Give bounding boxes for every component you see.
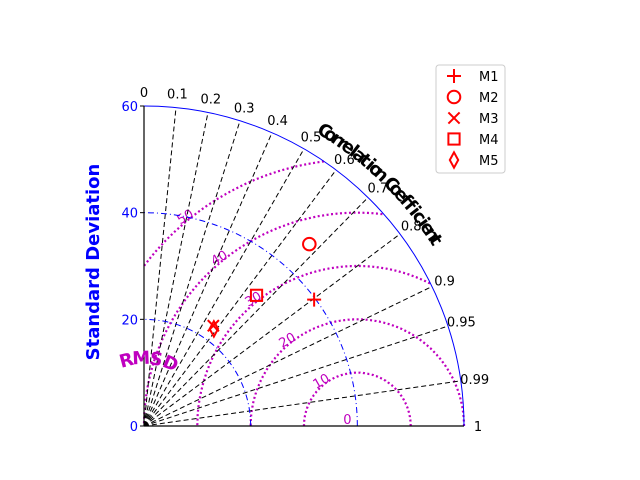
correlation-gridline <box>143 197 369 427</box>
rms-contour-label: 30 <box>243 289 265 310</box>
correlation-tick-label: 1 <box>474 420 482 435</box>
marker-stroke <box>447 132 461 146</box>
legend-marker <box>447 132 461 146</box>
marker-m4 <box>249 288 264 302</box>
correlation-gridline <box>143 325 449 427</box>
sd-gridline-arc <box>143 318 252 427</box>
label-char: S <box>148 348 165 371</box>
correlation-gridline <box>143 380 461 427</box>
label-char: R <box>117 349 136 373</box>
correlation-tick-label: 0.6 <box>334 153 355 168</box>
correlation-tick-label: 0.7 <box>367 181 388 196</box>
marker-stroke <box>208 319 220 339</box>
correlation-tick-label: 0.4 <box>267 114 288 129</box>
rms-zero-label: 0 <box>343 413 351 428</box>
correlation-tick-label: 0.3 <box>234 101 255 116</box>
correlation-gridline <box>143 286 433 427</box>
rms-contour-label: 40 <box>209 248 231 269</box>
marker-stroke <box>446 89 462 105</box>
legend-entry-label: M1 <box>479 70 499 85</box>
legend-entry-label: M2 <box>479 91 499 106</box>
correlation-tick-label: 0.5 <box>301 131 322 146</box>
rms-contour <box>143 160 325 267</box>
correlation-tick-label: 0.8 <box>401 220 422 235</box>
correlation-tick-label: 0.2 <box>200 93 221 108</box>
legend-marker <box>446 89 462 105</box>
rms-contour <box>249 318 466 426</box>
correlation-tick-label: 0.9 <box>434 274 455 289</box>
correlation-gridline <box>143 148 305 427</box>
marker-stroke <box>249 288 264 302</box>
legend-marker <box>447 111 461 125</box>
correlation-gridline <box>143 132 273 427</box>
correlation-tick-label: 0.99 <box>460 373 489 388</box>
correlation-gridline <box>143 169 337 427</box>
legend-box <box>435 64 506 174</box>
rms-contour <box>196 264 431 426</box>
marker-stroke <box>302 236 317 252</box>
marker-m1 <box>307 292 322 307</box>
rms-contour-label: 10 <box>311 371 333 392</box>
sd-tick-label: 20 <box>121 313 138 328</box>
rms-contour-label: 50 <box>175 207 197 228</box>
label-char: M <box>132 348 151 370</box>
sd-tick-label: 0 <box>130 420 138 435</box>
marker-m5 <box>208 319 220 339</box>
correlation-gridline <box>143 233 401 427</box>
markers <box>207 236 322 339</box>
outer-arc <box>143 105 465 427</box>
legend-entry-label: M5 <box>479 154 499 169</box>
legend-marker <box>447 69 461 83</box>
rms-contour-label: 20 <box>277 330 299 351</box>
correlation-gridline <box>143 120 241 427</box>
legend-entry-label: M4 <box>479 133 499 148</box>
correlation-tick-label: 0 <box>140 86 148 101</box>
marker-stroke <box>447 111 461 125</box>
correlation-gridline <box>143 112 209 427</box>
correlation-tick-label: 0.1 <box>167 88 188 103</box>
correlation-gridline <box>143 107 177 427</box>
legend: M1 M2 M3 M4 M5 <box>435 64 506 174</box>
reference-sd-arc <box>143 212 358 427</box>
sd-tick-label: 40 <box>121 207 138 222</box>
rms-contour <box>142 211 383 426</box>
sd-tick-label: 60 <box>121 100 138 115</box>
legend-marker <box>448 150 460 170</box>
grid <box>143 107 461 427</box>
legend-entry-label: M3 <box>479 112 499 127</box>
rms-contour <box>302 371 412 426</box>
correlation-tick-label: 0.95 <box>447 316 476 331</box>
marker-stroke <box>448 150 460 170</box>
y-axis-label: Standard Deviation <box>83 164 104 361</box>
rms-contours: 10 20 30 40 50 0 <box>142 160 466 428</box>
marker-m2 <box>302 236 317 252</box>
